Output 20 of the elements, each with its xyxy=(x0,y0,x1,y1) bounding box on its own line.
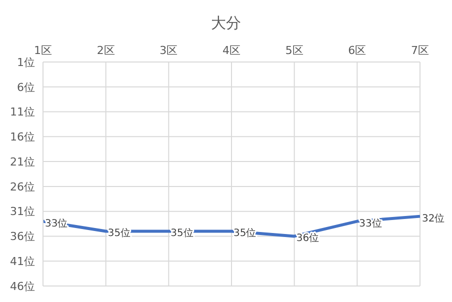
y-tick-label: 16位 xyxy=(10,130,35,144)
y-tick-label: 21位 xyxy=(10,155,35,168)
y-tick-label: 1位 xyxy=(17,56,35,69)
data-label: 32位 xyxy=(422,212,445,224)
x-tick-label: 3区 xyxy=(160,44,178,57)
x-tick-label: 6区 xyxy=(348,44,366,57)
y-tick-label: 11位 xyxy=(10,106,35,119)
x-tick-label: 7区 xyxy=(411,44,429,57)
x-tick-label: 1区 xyxy=(34,44,52,57)
x-tick-label: 4区 xyxy=(222,44,240,57)
x-tick-label: 2区 xyxy=(96,44,115,57)
chart-title: 大分 xyxy=(210,14,242,34)
y-tick-label: 36位 xyxy=(10,230,35,244)
y-tick-label: 6位 xyxy=(17,80,35,94)
y-tick-label: 46位 xyxy=(10,280,35,293)
x-tick-label: 5区 xyxy=(285,44,304,57)
y-tick-label: 26位 xyxy=(10,180,35,194)
y-tick-label: 41位 xyxy=(10,255,35,268)
y-tick-label: 31位 xyxy=(10,205,35,218)
data-label: 36位 xyxy=(296,232,320,244)
